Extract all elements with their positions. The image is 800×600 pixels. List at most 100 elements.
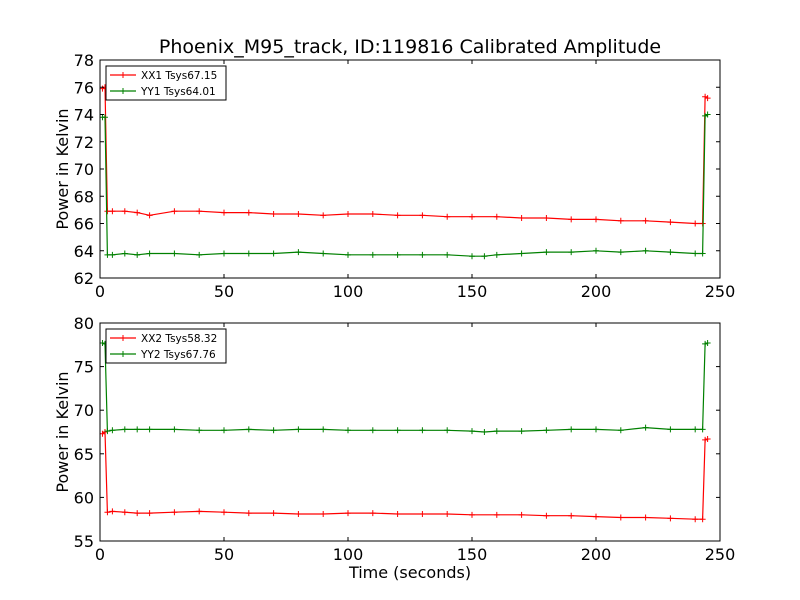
data-point: [493, 251, 500, 258]
data-point: [134, 510, 141, 517]
data-point: [196, 427, 203, 434]
plot-1: 0 50 100 150 200 250 62 64 66 68 70 72 74 76 78 Power i…: [53, 51, 735, 301]
data-point: [394, 510, 401, 517]
data-point: [320, 212, 327, 219]
data-point: [146, 212, 153, 219]
data-point: [568, 249, 575, 256]
y-axis-label: Power in Kelvin: [53, 108, 72, 229]
y-tick-label: 74: [74, 106, 94, 125]
y-tick-label: 64: [74, 242, 94, 261]
data-point: [345, 427, 351, 434]
data-point: [493, 428, 500, 435]
series-1: [99, 429, 711, 523]
data-point: [444, 251, 451, 258]
y-tick-label: 66: [74, 215, 94, 234]
data-point: [699, 516, 706, 523]
data-point: [104, 428, 111, 435]
data-point: [444, 427, 451, 434]
y-tick-label: 78: [74, 51, 94, 70]
x-tick-label: 150: [457, 282, 488, 301]
data-point: [692, 516, 699, 523]
x-tick-label: 150: [457, 545, 488, 564]
y-tick-label: 60: [74, 488, 94, 507]
data-point: [369, 510, 376, 517]
data-point: [109, 508, 116, 515]
data-point: [518, 215, 525, 222]
data-point: [568, 512, 575, 519]
data-point: [221, 509, 227, 516]
x-axis-label: Time (seconds): [348, 563, 471, 582]
y-tick-label: 75: [74, 358, 94, 377]
data-point: [394, 427, 401, 434]
data-point: [345, 510, 351, 517]
legend: XX2 Tsys58.32 YY2 Tsys67.76: [105, 328, 227, 364]
data-point: [369, 251, 376, 258]
legend-marker: [120, 351, 126, 357]
data-point: [146, 510, 153, 517]
data-point: [667, 426, 674, 433]
x-tick-label: 250: [705, 545, 736, 564]
data-point: [270, 250, 277, 257]
data-point: [481, 253, 488, 260]
legend-marker: [120, 88, 126, 94]
data-point: [704, 111, 711, 118]
series-2: [99, 340, 711, 435]
data-point: [704, 95, 711, 102]
legend-box: [105, 65, 227, 101]
data-point: [593, 216, 599, 223]
data-point: [543, 215, 550, 222]
data-point: [270, 427, 277, 434]
data-point: [518, 511, 525, 518]
x-tick-label: 100: [333, 282, 364, 301]
data-point: [121, 509, 128, 516]
data-point: [543, 427, 550, 434]
x-tick-label: 100: [333, 545, 364, 564]
y-tick-label: 62: [74, 269, 94, 288]
data-point: [568, 426, 575, 433]
y-tick-label: 68: [74, 187, 94, 206]
data-point: [692, 220, 699, 227]
data-point: [394, 251, 401, 258]
data-point: [593, 426, 599, 433]
data-point: [320, 510, 327, 517]
y-tick-label: 70: [74, 401, 94, 420]
y-tick-label: 65: [74, 445, 94, 464]
data-point: [245, 209, 252, 216]
data-point: [444, 510, 451, 517]
data-point: [419, 251, 426, 258]
data-point: [667, 515, 674, 522]
data-point: [121, 250, 128, 257]
data-point: [419, 427, 426, 434]
series-2: [99, 111, 711, 260]
legend: XX1 Tsys67.15 YY1 Tsys64.01: [105, 65, 227, 101]
data-point: [617, 514, 624, 521]
x-tick-label: 200: [581, 545, 612, 564]
data-point: [481, 429, 488, 435]
data-point: [320, 426, 327, 433]
legend-label: XX1 Tsys67.15: [141, 70, 217, 82]
y-tick-label: 72: [74, 133, 94, 152]
data-point: [692, 426, 699, 433]
data-point: [593, 513, 599, 520]
data-point: [617, 427, 624, 434]
x-tick-label: 200: [581, 282, 612, 301]
data-point: [196, 508, 203, 515]
data-point: [369, 427, 376, 434]
series-1: [99, 84, 711, 227]
data-point: [146, 426, 153, 433]
plots: 0 50 100 150 200 250 62 64 66 68 70 72 74 76 78 Power i…: [53, 51, 735, 582]
x-tick-label: 250: [705, 282, 736, 301]
data-point: [109, 208, 116, 215]
data-point: [642, 217, 649, 224]
data-point: [101, 114, 108, 121]
y-tick-label: 80: [74, 314, 94, 333]
legend-marker: [120, 335, 126, 341]
data-point: [704, 435, 711, 442]
data-point: [493, 511, 500, 518]
data-point: [617, 249, 624, 256]
data-point: [196, 208, 203, 215]
data-point: [295, 249, 302, 256]
data-point: [469, 428, 475, 435]
data-point: [419, 510, 426, 517]
